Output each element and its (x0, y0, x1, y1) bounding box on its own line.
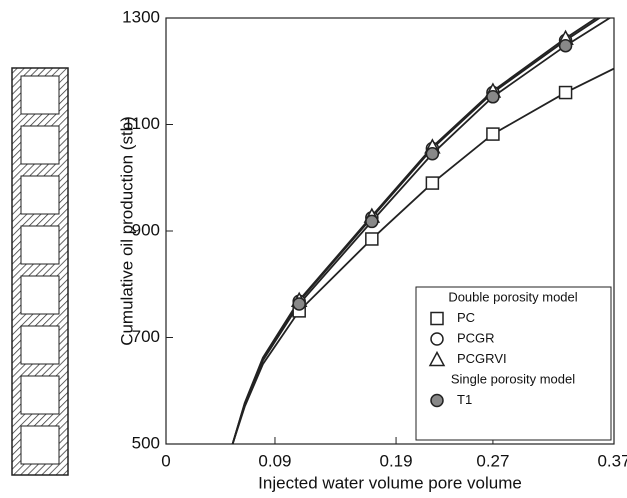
y-tick-label: 1300 (122, 7, 160, 26)
legend-label: PCGR (457, 330, 495, 345)
marker (486, 90, 500, 104)
marker (430, 393, 444, 408)
marker (558, 85, 573, 100)
y-tick-label: 700 (132, 327, 160, 346)
marker (365, 214, 379, 229)
marker (558, 38, 573, 53)
legend-heading: Single porosity model (451, 371, 575, 386)
y-tick-label: 500 (132, 433, 160, 452)
marker (430, 311, 444, 326)
plot-area (231, 18, 614, 444)
marker (430, 332, 444, 346)
x-axis-label: Injected water volume pore volume (258, 473, 522, 492)
marker (486, 127, 500, 141)
marker (365, 232, 379, 246)
y-tick-label: 1100 (123, 114, 160, 133)
legend-box (415, 286, 612, 441)
x-tick-label: 0.37 (597, 451, 627, 470)
x-tick-label: 0.27 (476, 451, 509, 470)
x-tick-label: 0.09 (258, 451, 291, 470)
marker (428, 350, 446, 367)
marker (292, 297, 306, 311)
y-axis-label: Cumulative oil production (stb) (117, 116, 136, 346)
marker (425, 176, 440, 190)
legend: Double porosity model PC PCGR PCGRVI Single … (415, 286, 612, 441)
x-tick-label: 0.19 (380, 451, 413, 470)
marker (425, 147, 440, 161)
legend-label: PC (457, 310, 475, 325)
x-tick-label: 0 (161, 451, 170, 470)
legend-label: PCGRVI (457, 351, 507, 366)
legend-heading: Double porosity model (448, 289, 577, 304)
legend-label: T1 (457, 392, 472, 407)
y-tick-label: 900 (132, 220, 160, 239)
grid-block-diagram (11, 67, 69, 476)
